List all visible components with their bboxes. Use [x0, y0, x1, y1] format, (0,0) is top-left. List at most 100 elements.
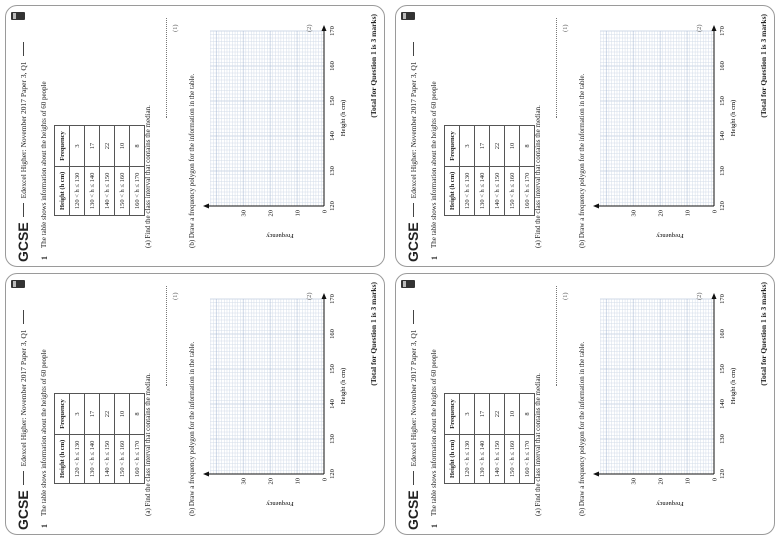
part-b-marks: (2) [306, 292, 313, 300]
part-a-marks: (1) [172, 24, 179, 32]
calculator-icon [11, 12, 25, 20]
part-a-marks: (1) [172, 292, 179, 300]
y-axis-arrow [593, 203, 599, 209]
x-axis-arrow [711, 25, 717, 31]
table-header-row: Height (h cm) Frequency [444, 125, 460, 216]
answer-line[interactable] [556, 18, 557, 118]
x-tick-label: 120 [719, 201, 726, 211]
table-cell: 10 [504, 393, 520, 435]
question-intro: The table shows information about the he… [40, 81, 48, 248]
table-cell: 120 < h ≤ 130 [459, 434, 475, 484]
y-axis-label: Frequency [266, 232, 294, 239]
worksheet-page: GCSE Edexcel Higher: November 2017 Paper… [396, 6, 774, 266]
x-tick-label: 120 [719, 469, 726, 479]
table-header-cell: Frequency [54, 393, 70, 435]
page-header: GCSE Edexcel Higher: November 2017 Paper… [402, 280, 424, 530]
y-tick-label: 10 [685, 210, 692, 217]
frequency-graph[interactable]: 0 10 20 30 120 130 140 150 160 170 Heigh… [200, 22, 350, 248]
answer-line[interactable] [556, 286, 557, 386]
x-tick-label: 130 [329, 166, 336, 176]
question-number: 1 [40, 256, 49, 260]
table-cell: 17 [474, 125, 490, 167]
part-b-text: (b) Draw a frequency polygon for the inf… [188, 341, 196, 516]
table-row: 160 < h ≤ 170 8 [519, 393, 535, 484]
calculator-icon [401, 280, 415, 288]
table-row: 150 < h ≤ 160 10 [114, 393, 130, 484]
y-axis-arrow [593, 471, 599, 477]
table-cell: 3 [459, 125, 475, 167]
worksheet-card-2: GCSE Edexcel Higher: November 2017 Paper… [395, 5, 775, 267]
part-b-marks: (2) [696, 24, 703, 32]
table-cell: 140 < h ≤ 150 [489, 434, 505, 484]
part-b-marks: (2) [696, 292, 703, 300]
table-cell: 120 < h ≤ 130 [69, 434, 85, 484]
x-tick-label: 150 [719, 96, 726, 106]
worksheet-card-4: GCSE Edexcel Higher: November 2017 Paper… [395, 273, 775, 535]
y-tick-label: 0 [322, 210, 329, 213]
y-tick-label: 20 [268, 210, 275, 217]
header-rule [412, 310, 414, 325]
table-cell: 10 [504, 125, 520, 167]
y-axis-label: Frequency [656, 500, 684, 507]
table-row: 130 < h ≤ 140 17 [474, 125, 490, 216]
paper-source: Edexcel Higher: November 2017 Paper 3, Q… [408, 61, 418, 199]
table-row: 160 < h ≤ 170 8 [129, 393, 145, 484]
table-row: 130 < h ≤ 140 17 [474, 393, 490, 484]
paper-source: Edexcel Higher: November 2017 Paper 3, Q… [18, 329, 28, 467]
worksheet-card-3: GCSE Edexcel Higher: November 2017 Paper… [5, 273, 385, 535]
y-tick-label: 0 [712, 210, 719, 213]
header-rule [22, 310, 24, 325]
table-cell: 3 [459, 393, 475, 435]
x-axis-label: Height (h cm) [730, 368, 737, 404]
y-tick-label: 20 [658, 210, 665, 217]
x-tick-label: 140 [329, 399, 336, 409]
frequency-graph[interactable]: 0 10 20 30 120 130 140 150 160 170 Heigh… [590, 22, 740, 248]
table-row: 140 < h ≤ 150 22 [99, 125, 115, 216]
question-total: (Total for Question 1 is 3 marks) [369, 14, 378, 118]
table-cell: 3 [69, 393, 85, 435]
part-a-text: (a) Find the class interval that contain… [534, 373, 542, 516]
question-total: (Total for Question 1 is 3 marks) [759, 14, 768, 118]
part-b-text: (b) Draw a frequency polygon for the inf… [188, 73, 196, 248]
frequency-graph[interactable]: 0 10 20 30 120 130 140 150 160 170 Heigh… [200, 290, 350, 516]
y-tick-label: 0 [322, 478, 329, 481]
gcse-logo: GCSE [15, 222, 31, 262]
answer-line[interactable] [166, 18, 167, 118]
x-tick-label: 170 [719, 294, 726, 304]
x-tick-label: 140 [719, 399, 726, 409]
y-axis-arrow [203, 471, 209, 477]
y-tick-label: 30 [631, 210, 638, 217]
table-cell: 130 < h ≤ 140 [474, 434, 490, 484]
header-rule [22, 471, 24, 486]
table-row: 140 < h ≤ 150 22 [489, 393, 505, 484]
table-row: 120 < h ≤ 130 3 [69, 125, 85, 216]
header-rule [22, 42, 24, 57]
question-total: (Total for Question 1 is 3 marks) [369, 282, 378, 386]
table-row: 140 < h ≤ 150 22 [489, 125, 505, 216]
question-intro: The table shows information about the he… [40, 349, 48, 516]
table-cell: 17 [84, 393, 100, 435]
table-row: 140 < h ≤ 150 22 [99, 393, 115, 484]
y-tick-label: 0 [712, 478, 719, 481]
x-axis-arrow [321, 25, 327, 31]
y-tick-label: 10 [295, 210, 302, 217]
header-rule [412, 471, 414, 486]
answer-line[interactable] [166, 286, 167, 386]
graph-grid [210, 298, 325, 475]
table-header-row: Height (h cm) Frequency [444, 393, 460, 484]
table-row: 130 < h ≤ 140 17 [84, 393, 100, 484]
table-row: 160 < h ≤ 170 8 [519, 125, 535, 216]
table-header-cell: Height (h cm) [444, 434, 460, 484]
header-rule [22, 203, 24, 218]
x-tick-label: 120 [329, 201, 336, 211]
question-total: (Total for Question 1 is 3 marks) [759, 282, 768, 386]
header-rule [412, 42, 414, 57]
x-tick-label: 130 [719, 434, 726, 444]
graph-grid [600, 298, 715, 475]
worksheet-page: GCSE Edexcel Higher: November 2017 Paper… [396, 274, 774, 534]
table-row: 120 < h ≤ 130 3 [459, 125, 475, 216]
frequency-graph[interactable]: 0 10 20 30 120 130 140 150 160 170 Heigh… [590, 290, 740, 516]
table-cell: 17 [474, 393, 490, 435]
frequency-table: Height (h cm) Frequency 120 < h ≤ 130 3 … [54, 125, 145, 216]
header-rule [412, 203, 414, 218]
